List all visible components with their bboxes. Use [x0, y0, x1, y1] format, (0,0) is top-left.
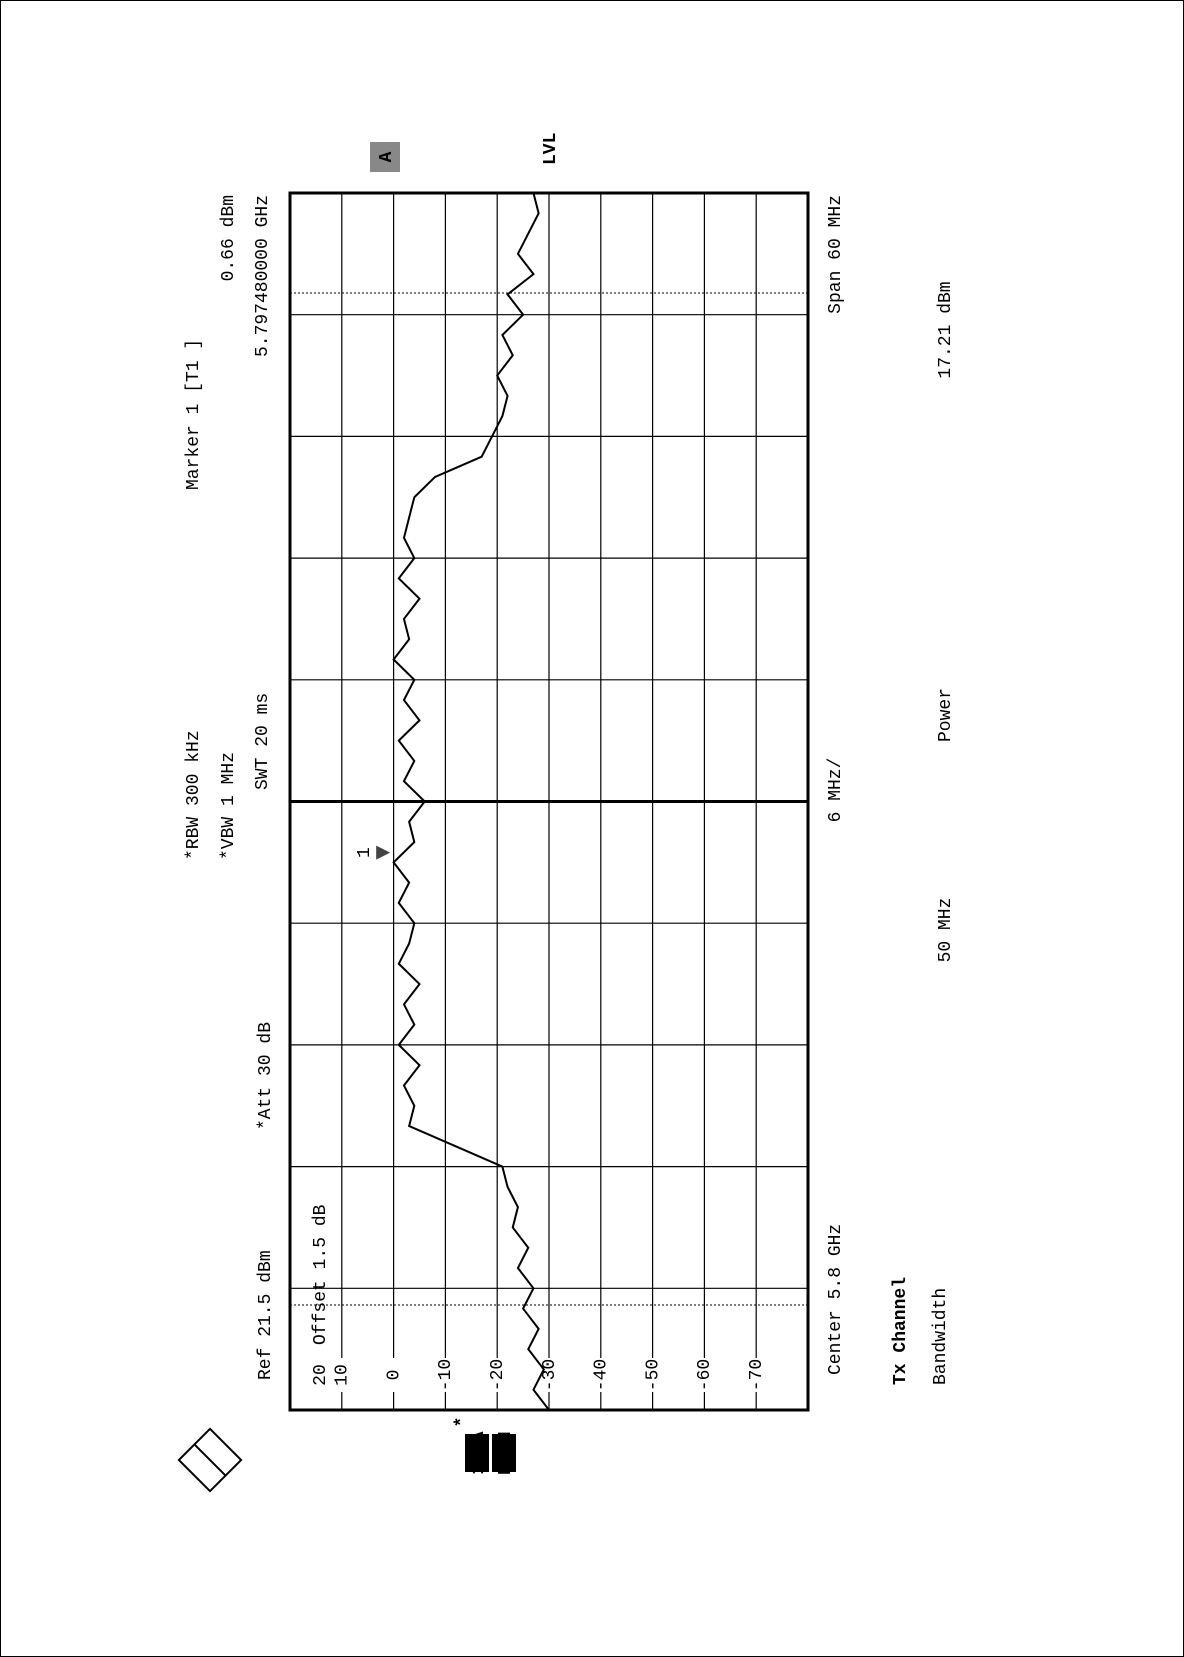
logo-divider	[193, 1443, 227, 1477]
spectrum-chart: 20 10 0 -10 -20 -30 -40 -50 -60 -70 1 Ref 21.5 dBm *…	[184, 133, 956, 1475]
freq-division: 6 MHz/	[826, 758, 846, 823]
vbw: *VBW 1 MHz	[219, 752, 239, 860]
y-tick-label: 10	[333, 1364, 353, 1386]
detector-badge: MAXH	[496, 1431, 516, 1474]
power-value: 17.21 dBm	[936, 281, 956, 378]
marker-title: Marker 1 [T1 ]	[184, 339, 204, 490]
tick-label-bg	[383, 1358, 404, 1392]
mode-badge: 1 SA	[469, 1431, 489, 1474]
y-tick-label: -10	[436, 1359, 456, 1391]
detector-badge-bg	[492, 1434, 516, 1472]
ref-level: Ref 21.5 dBm	[256, 1250, 276, 1380]
marker-freq: 5.797480000 GHz	[253, 195, 273, 357]
y-tick-label: -20	[488, 1359, 508, 1391]
y-tick-label: -40	[592, 1359, 612, 1391]
marker-id: 1	[355, 847, 375, 858]
y-tick-label: -30	[540, 1359, 560, 1391]
marker	[376, 845, 391, 860]
bandwidth-value: 50 MHz	[936, 898, 956, 963]
y-tick-label: -70	[747, 1359, 767, 1391]
swt: SWT 20 ms	[253, 693, 273, 790]
power-label: Power	[936, 688, 956, 742]
tick-label-bg	[487, 1358, 508, 1392]
logo	[177, 1427, 243, 1493]
level-badge: LVL	[541, 133, 561, 165]
tick-label-bg	[331, 1358, 352, 1392]
tick-label-bg	[694, 1358, 715, 1392]
span: Span 60 MHz	[826, 195, 846, 314]
tick-label-bg	[539, 1358, 559, 1392]
logo-frame	[177, 1427, 243, 1493]
trace-badge: A	[377, 151, 397, 162]
tick-label-bg	[435, 1358, 456, 1392]
attenuation: *Att 30 dB	[256, 1022, 276, 1130]
tick-label-bg	[590, 1358, 611, 1392]
y-tick-label: -60	[695, 1359, 715, 1391]
trace-badge-bg	[370, 142, 400, 172]
mode-badge-bg	[465, 1434, 489, 1472]
rbw: *RBW 300 kHz	[184, 730, 204, 860]
tick-label-bg	[746, 1358, 767, 1392]
center-freq: Center 5.8 GHz	[826, 1224, 846, 1375]
y-tick-label: 0	[384, 1370, 404, 1381]
offset: Offset 1.5 dB	[311, 1204, 331, 1345]
y-tick-label: 20	[311, 1364, 331, 1386]
y-tick-label: -50	[643, 1359, 663, 1391]
tick-label-bg	[310, 1358, 330, 1392]
bandwidth-label: Bandwidth	[931, 1288, 951, 1385]
trace	[392, 192, 550, 1411]
flag: *	[453, 1417, 473, 1428]
tick-label-bg	[642, 1358, 663, 1392]
channel-label: Tx Channel	[891, 1277, 911, 1385]
marker-level: 0.66 dBm	[219, 195, 239, 281]
